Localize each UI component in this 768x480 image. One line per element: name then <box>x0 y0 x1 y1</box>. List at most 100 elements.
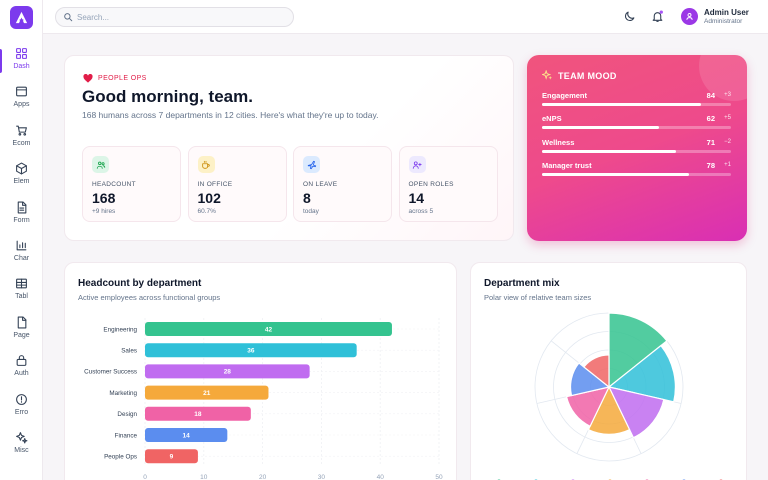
headcount-bar-chart: 0 10 20 30 40 50 Engineering 42 Sales 36 Customer … <box>84 318 443 480</box>
welcome-card: PEOPLE OPS Good morning, team. 168 human… <box>64 55 514 241</box>
stat-card-headcount: HEADCOUNT 168 +9 hires <box>82 146 181 222</box>
category-label: Sales <box>121 348 137 355</box>
stat-label: IN OFFICE <box>197 181 233 188</box>
polar-slice <box>569 362 611 397</box>
x-tick-label: 40 <box>377 474 385 480</box>
chart-title: Department mix <box>484 278 560 289</box>
mood-row-enps: eNPS 62 +5 <box>542 114 731 134</box>
sidebar-item-elem[interactable]: Elem <box>0 160 43 194</box>
lock-icon <box>16 355 27 367</box>
sidebar-item-label: Elem <box>13 178 30 186</box>
hero-subtitle: 168 humans across 7 departments in 12 ci… <box>82 110 379 120</box>
sidebar-item-label: Dash <box>13 63 30 70</box>
category-label: Marketing <box>109 390 137 397</box>
sidebar-item-label: Page <box>13 331 30 339</box>
heart-icon <box>83 74 93 83</box>
x-tick-label: 10 <box>200 474 208 480</box>
stat-icon-badge <box>92 156 109 173</box>
department-polar-chart <box>497 312 723 480</box>
notification-bell-icon[interactable] <box>651 10 664 23</box>
bar-value-label: 14 <box>183 432 191 439</box>
stat-subtext: +9 hires <box>92 208 116 215</box>
mood-progress-track <box>542 126 731 130</box>
bar <box>145 322 392 336</box>
headcount-chart-card: Headcount by department Active employees… <box>64 262 457 480</box>
polar-slice <box>583 354 610 389</box>
mood-progress-fill <box>542 172 690 176</box>
sidebar-item-label: Auth <box>14 370 29 378</box>
user-menu[interactable]: Admin User Administrator <box>680 7 760 29</box>
x-tick-label: 0 <box>143 474 147 480</box>
stat-icon-badge <box>197 156 215 173</box>
user-icon <box>686 13 693 20</box>
mood-value: 84 <box>706 91 715 100</box>
bar <box>145 364 310 379</box>
chart-title: Headcount by department <box>78 278 202 289</box>
mood-value: 71 <box>706 137 715 147</box>
coffee-icon <box>202 160 210 169</box>
sidebar-item-apps[interactable]: Apps <box>0 83 43 117</box>
mood-label: Wellness <box>542 137 575 147</box>
top-bar: Admin User Administrator <box>43 0 768 34</box>
mood-delta: +3 <box>724 92 731 98</box>
chart-subtitle: Active employees across functional group… <box>78 293 221 302</box>
search-input[interactable] <box>77 8 277 26</box>
sidebar-item-page[interactable]: Page <box>0 314 43 348</box>
eyebrow: PEOPLE OPS <box>83 74 147 83</box>
mood-row-wellness: Wellness 71 −2 <box>542 138 731 158</box>
sidebar-item-label: Tabl <box>15 293 28 301</box>
stat-card-on-leave: ON LEAVE 8 today <box>293 146 392 222</box>
mood-progress-track <box>542 103 731 106</box>
sidebar-item-tabl[interactable]: Tabl <box>0 275 43 309</box>
bar <box>145 343 357 358</box>
sidebar-item-misc[interactable]: Misc <box>0 429 43 463</box>
polar-slice <box>607 344 676 403</box>
mood-progress-track <box>542 149 731 153</box>
sidebar-item-form[interactable]: Form <box>0 199 43 233</box>
dark-mode-moon-icon[interactable] <box>623 10 636 23</box>
stat-value: 168 <box>92 190 116 206</box>
bar-value-label: 42 <box>265 326 273 333</box>
app-logo[interactable] <box>10 6 33 29</box>
sidebar-item-ecom[interactable]: Ecom <box>0 122 43 156</box>
sparkles-icon <box>16 432 28 444</box>
eyebrow-label: PEOPLE OPS <box>98 75 147 82</box>
stat-label: HEADCOUNT <box>92 181 136 188</box>
bar-value-label: 36 <box>247 348 255 355</box>
mood-delta: −2 <box>724 138 731 145</box>
sidebar-item-auth[interactable]: Auth <box>0 352 43 386</box>
sidebar-item-char[interactable]: Char <box>0 237 43 271</box>
sidebar-item-erro[interactable]: Erro <box>0 391 43 425</box>
mood-value: 78 <box>706 160 715 170</box>
sidebar-item-label: Ecom <box>12 139 31 147</box>
mood-label: Manager trust <box>542 160 592 170</box>
sidebar-item-label: Misc <box>14 447 29 454</box>
cart-icon <box>16 125 27 136</box>
bar <box>145 406 251 421</box>
sidebar-item-dash[interactable]: Dash <box>0 45 43 79</box>
category-label: Engineering <box>103 326 137 333</box>
stat-subtext: 60.7% <box>197 208 216 215</box>
x-tick-label: 30 <box>318 474 326 480</box>
mood-row-engagement: Engagement 84 +3 <box>542 91 731 111</box>
people-icon <box>96 161 105 169</box>
bar-value-label: 9 <box>170 454 174 461</box>
chart-subtitle: Polar view of relative team sizes <box>484 293 592 302</box>
polar-slice <box>608 312 668 389</box>
x-tick-label: 50 <box>435 474 443 480</box>
sidebar-item-label: Form <box>13 216 30 224</box>
category-label: People Ops <box>104 454 137 461</box>
mood-progress-fill <box>542 149 677 153</box>
bar-value-label: 28 <box>224 369 232 376</box>
alert-circle-icon <box>16 393 27 405</box>
search-box[interactable] <box>55 7 294 27</box>
stat-icon-badge <box>408 156 426 173</box>
user-plus-icon <box>412 160 422 169</box>
mood-label: eNPS <box>542 114 562 124</box>
sidebar: Dash Apps Ecom Elem Form Char Tabl Page Auth Erro… <box>0 0 43 480</box>
x-tick-label: 20 <box>259 474 267 480</box>
user-name: Admin User <box>704 8 749 17</box>
mood-delta: +1 <box>724 161 731 168</box>
document-icon <box>17 201 27 214</box>
dashboard-icon <box>16 48 27 59</box>
